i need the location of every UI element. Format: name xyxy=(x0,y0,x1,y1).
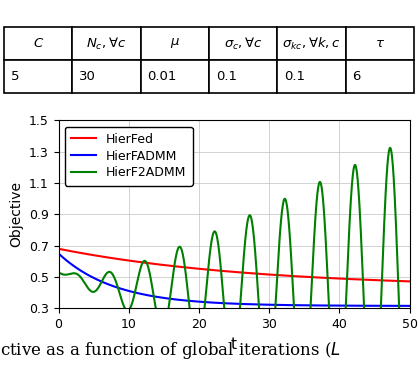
HierFADMM xyxy=(227,301,232,306)
HierFADMM xyxy=(217,301,222,305)
HierFed xyxy=(227,269,232,274)
HierF2ADMM xyxy=(227,358,232,362)
Text: ctive as a function of global iterations ($L$: ctive as a function of global iterations… xyxy=(0,340,341,361)
HierF2ADMM xyxy=(74,271,79,276)
HierFed xyxy=(332,276,337,280)
HierF2ADMM xyxy=(397,320,402,324)
Line: HierF2ADMM: HierF2ADMM xyxy=(59,148,410,376)
HierF2ADMM xyxy=(387,146,393,150)
HierFed xyxy=(397,279,402,283)
HierFed xyxy=(407,279,412,284)
HierFed xyxy=(217,268,222,273)
HierFed xyxy=(397,279,402,283)
HierFADMM xyxy=(56,251,61,256)
HierF2ADMM xyxy=(56,270,61,274)
HierF2ADMM xyxy=(397,315,402,319)
Line: HierFed: HierFed xyxy=(59,249,410,281)
HierFADMM xyxy=(397,303,402,308)
HierFed xyxy=(74,250,79,255)
HierFADMM xyxy=(397,303,402,308)
HierFADMM xyxy=(332,303,337,308)
Legend: HierFed, HierFADMM, HierF2ADMM: HierFed, HierFADMM, HierF2ADMM xyxy=(65,127,193,186)
Y-axis label: Objective: Objective xyxy=(9,181,23,247)
HierFed xyxy=(56,247,61,251)
HierF2ADMM xyxy=(217,256,222,261)
Line: HierFADMM: HierFADMM xyxy=(59,253,410,306)
HierFADMM xyxy=(74,265,79,270)
X-axis label: t: t xyxy=(231,337,237,352)
HierFADMM xyxy=(407,303,412,308)
